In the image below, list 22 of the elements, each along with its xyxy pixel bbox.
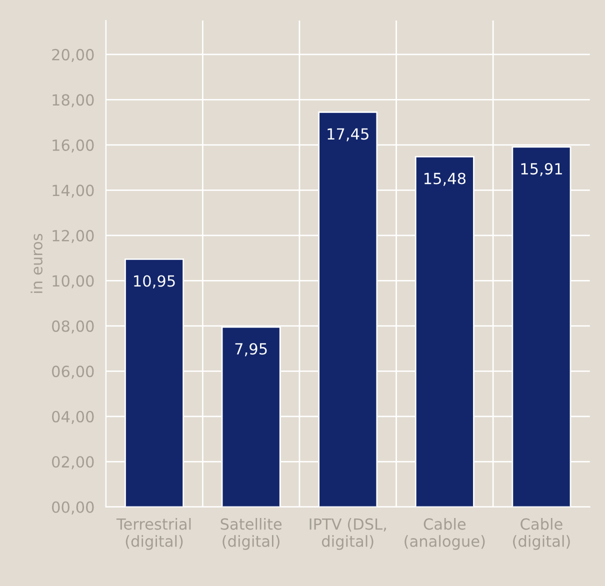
data-label: 7,95 — [235, 343, 267, 356]
y-tick-label: 16,00 — [52, 139, 94, 153]
y-tick-label: 08,00 — [52, 320, 94, 334]
x-tick-label: Satellite (digital) — [220, 518, 282, 550]
x-tick-label: Cable (analogue) — [404, 518, 485, 550]
y-tick-label: 10,00 — [52, 275, 94, 288]
data-label: 17,45 — [328, 128, 368, 142]
y-tick-label: 00,00 — [52, 501, 94, 514]
x-tick-label: IPTV (DSL, digital) — [310, 518, 386, 550]
y-tick-label: 12,00 — [52, 230, 94, 243]
y-tick-label: 06,00 — [52, 366, 94, 379]
y-tick-label: 04,00 — [52, 410, 94, 424]
y-tick-label: 14,00 — [52, 184, 94, 198]
data-label: 15,48 — [424, 172, 466, 186]
x-tick-label: Terrestrial (digital) — [116, 518, 191, 550]
x-tick-label: Cable (digital) — [513, 518, 570, 550]
y-tick-label: 20,00 — [52, 48, 94, 62]
y-tick-label: 02,00 — [52, 456, 94, 470]
data-label: 10,95 — [134, 275, 175, 288]
y-axis-title: in euros — [30, 234, 43, 293]
y-tick-label: 18,00 — [52, 94, 94, 108]
data-label: 15,91 — [521, 163, 562, 176]
